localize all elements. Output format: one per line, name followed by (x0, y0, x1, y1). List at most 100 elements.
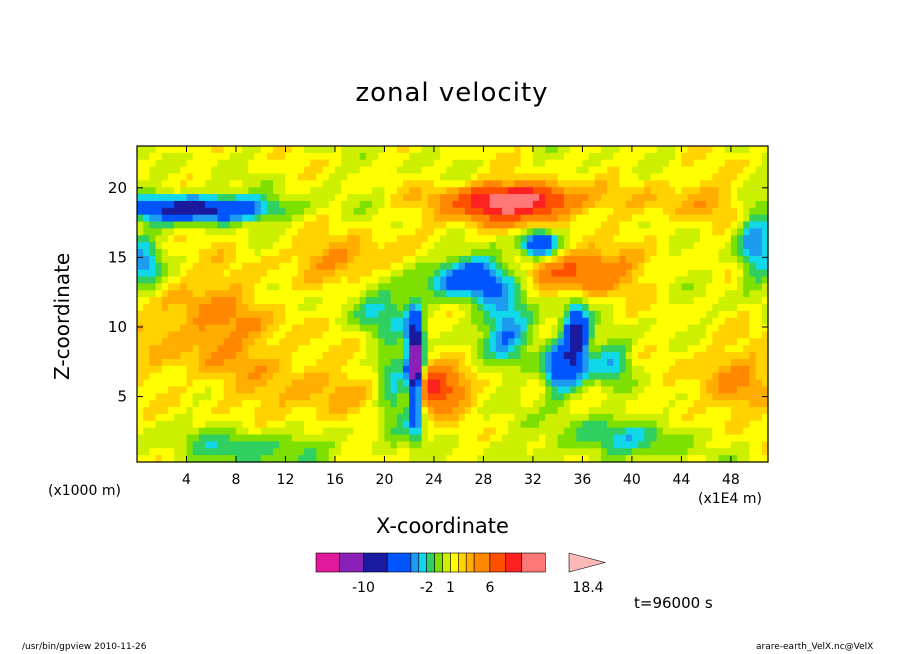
field-cell (341, 352, 348, 360)
field-cell (489, 324, 497, 333)
field-cell (273, 207, 280, 216)
field-cell (693, 386, 701, 394)
field-cell (699, 338, 707, 346)
field-cell (421, 297, 429, 305)
field-cell (328, 304, 336, 312)
field-cell (613, 379, 621, 388)
field-cell (464, 455, 472, 463)
field-cell (761, 276, 769, 284)
field-cell (662, 166, 670, 175)
field-cell (477, 310, 485, 319)
field-cell (248, 365, 256, 374)
field-cell (761, 304, 769, 312)
field-cell (186, 413, 194, 422)
field-cell (563, 200, 571, 209)
field-cell (273, 283, 280, 291)
field-cell (570, 194, 577, 202)
field-cell (656, 152, 664, 161)
field-cell (378, 441, 386, 449)
field-cell (669, 283, 676, 291)
field-cell (316, 228, 324, 236)
field-cell (495, 434, 503, 442)
field-cell (724, 352, 732, 360)
field-cell (706, 187, 713, 195)
field-cell (508, 413, 515, 422)
field-cell (539, 331, 546, 339)
field-cell (279, 400, 287, 408)
field-cell (613, 345, 621, 353)
field-cell (563, 393, 571, 401)
field-cell (699, 297, 707, 305)
field-cell (161, 365, 169, 374)
field-cell (161, 338, 169, 346)
field-cell (718, 200, 726, 209)
field-cell (149, 276, 157, 284)
field-cell (285, 420, 293, 429)
field-cell (452, 372, 460, 381)
field-cell (576, 283, 584, 291)
field-cell (211, 180, 219, 188)
field-cell (687, 365, 695, 374)
field-cell (501, 290, 509, 298)
field-cell (186, 400, 194, 408)
field-cell (341, 317, 348, 326)
field-cell (613, 310, 621, 319)
field-cell (446, 269, 454, 278)
field-cell (594, 187, 602, 195)
field-cell (229, 255, 237, 264)
field-cell (223, 324, 231, 333)
field-cell (223, 372, 231, 381)
field-cell (706, 324, 713, 333)
field-cell (334, 386, 342, 394)
field-cell (198, 214, 206, 223)
field-cell (520, 214, 528, 223)
field-cell (582, 166, 590, 175)
field-cell (415, 304, 423, 312)
field-cell (687, 448, 695, 456)
field-cell (681, 352, 689, 360)
field-cell (644, 407, 652, 415)
field-cell (458, 372, 466, 381)
field-cell (619, 173, 627, 181)
field-cell (186, 214, 194, 223)
field-cell (669, 379, 676, 388)
field-cell (310, 159, 318, 168)
field-cell (681, 249, 689, 257)
field-cell (600, 324, 608, 333)
field-cell (211, 393, 219, 401)
field-cell (712, 317, 720, 326)
field-cell (167, 448, 175, 456)
field-cell (372, 434, 379, 442)
field-cell (613, 269, 621, 278)
field-cell (427, 393, 435, 401)
field-cell (650, 317, 658, 326)
field-cell (644, 187, 652, 195)
field-cell (563, 228, 571, 236)
field-cell (477, 180, 485, 188)
field-cell (433, 338, 441, 346)
field-cell (353, 434, 361, 442)
field-cell (440, 420, 447, 429)
field-cell (291, 324, 299, 333)
field-cell (285, 338, 293, 346)
field-cell (699, 379, 707, 388)
field-cell (452, 386, 460, 394)
field-cell (248, 262, 256, 271)
field-cell (638, 290, 645, 298)
field-cell (681, 400, 689, 408)
field-cell (619, 379, 627, 388)
field-cell (161, 276, 169, 284)
field-cell (570, 345, 577, 353)
field-cell (551, 221, 559, 230)
field-cell (638, 441, 645, 449)
field-cell (526, 207, 534, 216)
field-cell (638, 358, 645, 367)
field-cell (198, 448, 206, 456)
field-cell (322, 221, 330, 230)
field-cell (211, 152, 219, 161)
field-cell (217, 242, 225, 250)
field-cell (155, 214, 163, 223)
field-cell (421, 365, 429, 374)
field-cell (242, 255, 249, 264)
field-cell (440, 393, 447, 401)
